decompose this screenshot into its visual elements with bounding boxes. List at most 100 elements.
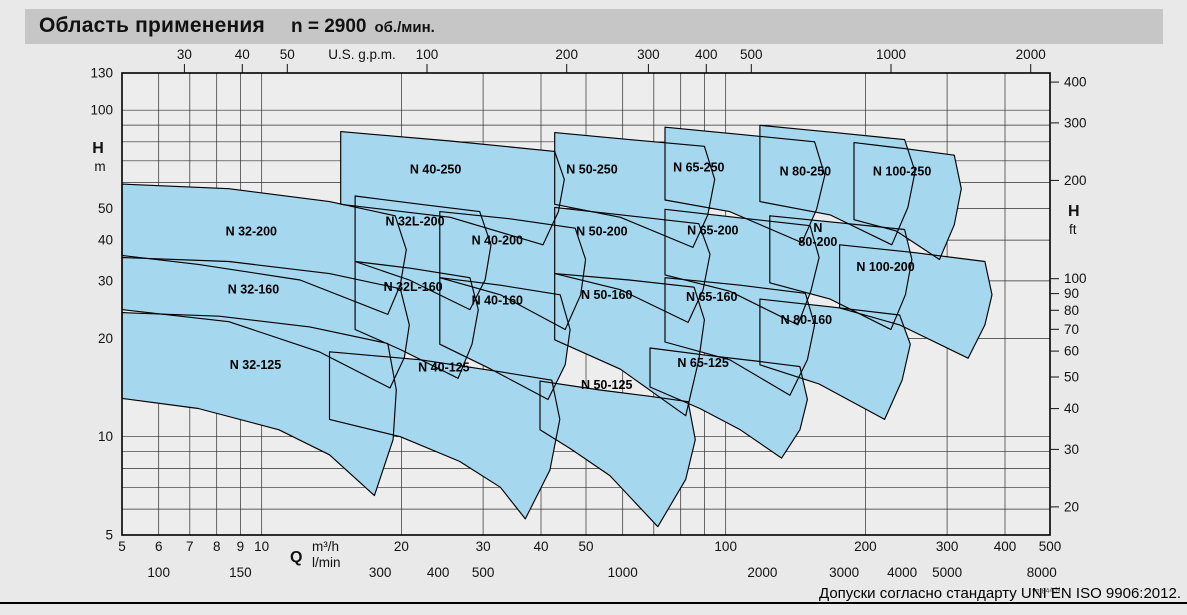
- h-ft-tick-label: 80: [1064, 303, 1079, 318]
- region-label: N 32L-200: [385, 215, 444, 229]
- region-n-100-200: [839, 244, 992, 359]
- h-axis-unit: m: [94, 159, 105, 174]
- h-ft-tick-label: 60: [1064, 344, 1079, 359]
- q-axis-unit-lmin: l/min: [312, 555, 341, 570]
- q-m3h-tick-label: 300: [936, 539, 959, 554]
- gpm-tick-label: 2000: [1016, 47, 1046, 62]
- q-lmin-tick-label: 4000: [887, 565, 917, 580]
- h-ft-tick-label: 400: [1064, 75, 1087, 90]
- region-n-32-125: [122, 312, 397, 496]
- h-m-tick-label: 50: [98, 201, 113, 216]
- q-m3h-tick-label: 50: [578, 539, 593, 554]
- region-outline-n-40-160: [439, 277, 571, 401]
- region-outline-n-32l-160: [354, 260, 479, 379]
- region-outline-n-32l-200: [354, 195, 492, 311]
- gpm-tick-label: 100: [416, 47, 439, 62]
- region-label: N 65-200: [687, 224, 738, 238]
- region-outline-n-40-200: [439, 211, 587, 331]
- gpm-tick-label: 200: [555, 47, 578, 62]
- page-title: Область применения: [39, 14, 265, 37]
- h-ft-tick-label: 200: [1064, 173, 1087, 188]
- gpm-tick-label: 400: [695, 47, 718, 62]
- gpm-tick-label: 500: [740, 47, 763, 62]
- q-m3h-tick-label: 9: [237, 539, 245, 554]
- region-label: N: [813, 221, 822, 235]
- region-n-40-250: [340, 131, 565, 245]
- h-ft-axis-unit: ft: [1069, 222, 1077, 237]
- region-label: N 32-125: [230, 358, 281, 372]
- region-outline-n-65-250: [664, 126, 826, 244]
- h-m-tick-label: 130: [90, 66, 113, 81]
- region-outline-n-32-160: [121, 256, 410, 389]
- region-outline-n-65-160: [664, 277, 816, 396]
- q-lmin-tick-label: 400: [427, 565, 450, 580]
- region-label: N 50-125: [581, 378, 632, 392]
- q-m3h-tick-label: 30: [476, 539, 491, 554]
- q-m3h-tick-label: 20: [394, 539, 409, 554]
- title-speed: n = 2900: [290, 16, 367, 37]
- h-ft-tick-label: 20: [1064, 499, 1079, 514]
- region-label: N 80-250: [780, 165, 831, 179]
- region-outline-n-80-200: [769, 215, 913, 331]
- axis-bottom-q: 5 6 7 8 9 10 20 30 40 50 100 200 300 400 500 Qm³/hl/min…: [118, 539, 1061, 580]
- q-m3h-tick-label: 6: [155, 539, 163, 554]
- region-outline-n-40-125: [328, 351, 561, 520]
- q-lmin-tick-label: 300: [369, 565, 392, 580]
- region-label: N 40-200: [472, 234, 523, 248]
- region-n-100-250: [854, 142, 962, 260]
- q-lmin-tick-label: 2000: [747, 565, 777, 580]
- h-ft-tick-label: 40: [1064, 401, 1079, 416]
- region-label: N 100-200: [856, 260, 914, 274]
- q-m3h-tick-label: 400: [994, 539, 1017, 554]
- q-axis-symbol: Q: [290, 549, 302, 566]
- region-label: N 65-125: [677, 356, 728, 370]
- q-m3h-tick-label: 10: [254, 539, 269, 554]
- region-outline-n-50-125: [539, 380, 696, 528]
- gpm-tick-label: 30: [177, 47, 192, 62]
- h-m-tick-label: 20: [98, 331, 113, 346]
- region-label: N 32L-160: [384, 280, 443, 294]
- region-n-50-125: [540, 381, 696, 527]
- region-outline-n-40-250: [340, 131, 565, 246]
- h-ft-tick-label: 70: [1064, 322, 1079, 337]
- region-label: N 40-250: [410, 163, 461, 177]
- pump-regions: [122, 125, 992, 527]
- q-m3h-tick-label: 7: [186, 539, 194, 554]
- q-m3h-tick-label: 40: [533, 539, 548, 554]
- region-outline-n-50-160: [554, 273, 705, 417]
- region-outline-n-80-160: [759, 298, 911, 420]
- q-axis-unit-m3h: m³/h: [312, 539, 339, 554]
- axis-top-gpm: 30 40 50 100 200 300 400 500 1000 2000 U.S. g.p.m.: [177, 47, 1046, 73]
- region-label: N 50-250: [566, 163, 617, 177]
- q-lmin-tick-label: 8000: [1027, 565, 1057, 580]
- h-m-tick-label: 10: [98, 429, 113, 444]
- title-speed-unit: об./мин.: [374, 19, 435, 36]
- region-outline-n-32-200: [121, 183, 407, 315]
- region-outline-n-80-250: [759, 124, 916, 246]
- region-label: N 40-125: [418, 360, 469, 374]
- q-lmin-tick-label: 150: [229, 565, 252, 580]
- region-label: N 50-200: [576, 225, 627, 239]
- h-m-tick-label: 40: [98, 233, 113, 248]
- h-ft-tick-label: 50: [1064, 370, 1079, 385]
- region-label: N 40-160: [472, 294, 523, 308]
- h-ft-tick-label: 30: [1064, 442, 1079, 457]
- region-n-65-125: [650, 348, 808, 459]
- h-m-tick-label: 30: [98, 273, 113, 288]
- q-m3h-tick-label: 5: [118, 539, 126, 554]
- gpm-tick-label: 40: [235, 47, 250, 62]
- region-label: N 50-160: [581, 288, 632, 302]
- h-ft-axis-symbol: H: [1068, 203, 1080, 220]
- q-lmin-tick-label: 500: [472, 565, 495, 580]
- h-m-tick-label: 5: [105, 528, 113, 543]
- q-m3h-tick-label: 8: [213, 539, 221, 554]
- axis-left-m: 130 100 50 40 30 20 10 5: [90, 66, 113, 543]
- region-label: N 65-250: [673, 160, 724, 174]
- gpm-tick-label: 300: [637, 47, 660, 62]
- region-outline-n-100-200: [839, 244, 993, 359]
- h-axis-symbol: H: [92, 140, 104, 157]
- q-lmin-tick-label: 1000: [608, 565, 638, 580]
- gpm-axis-unit: U.S. g.p.m.: [328, 47, 396, 62]
- h-ft-tick-label: 100: [1064, 271, 1087, 286]
- gpm-tick-label: 50: [280, 47, 295, 62]
